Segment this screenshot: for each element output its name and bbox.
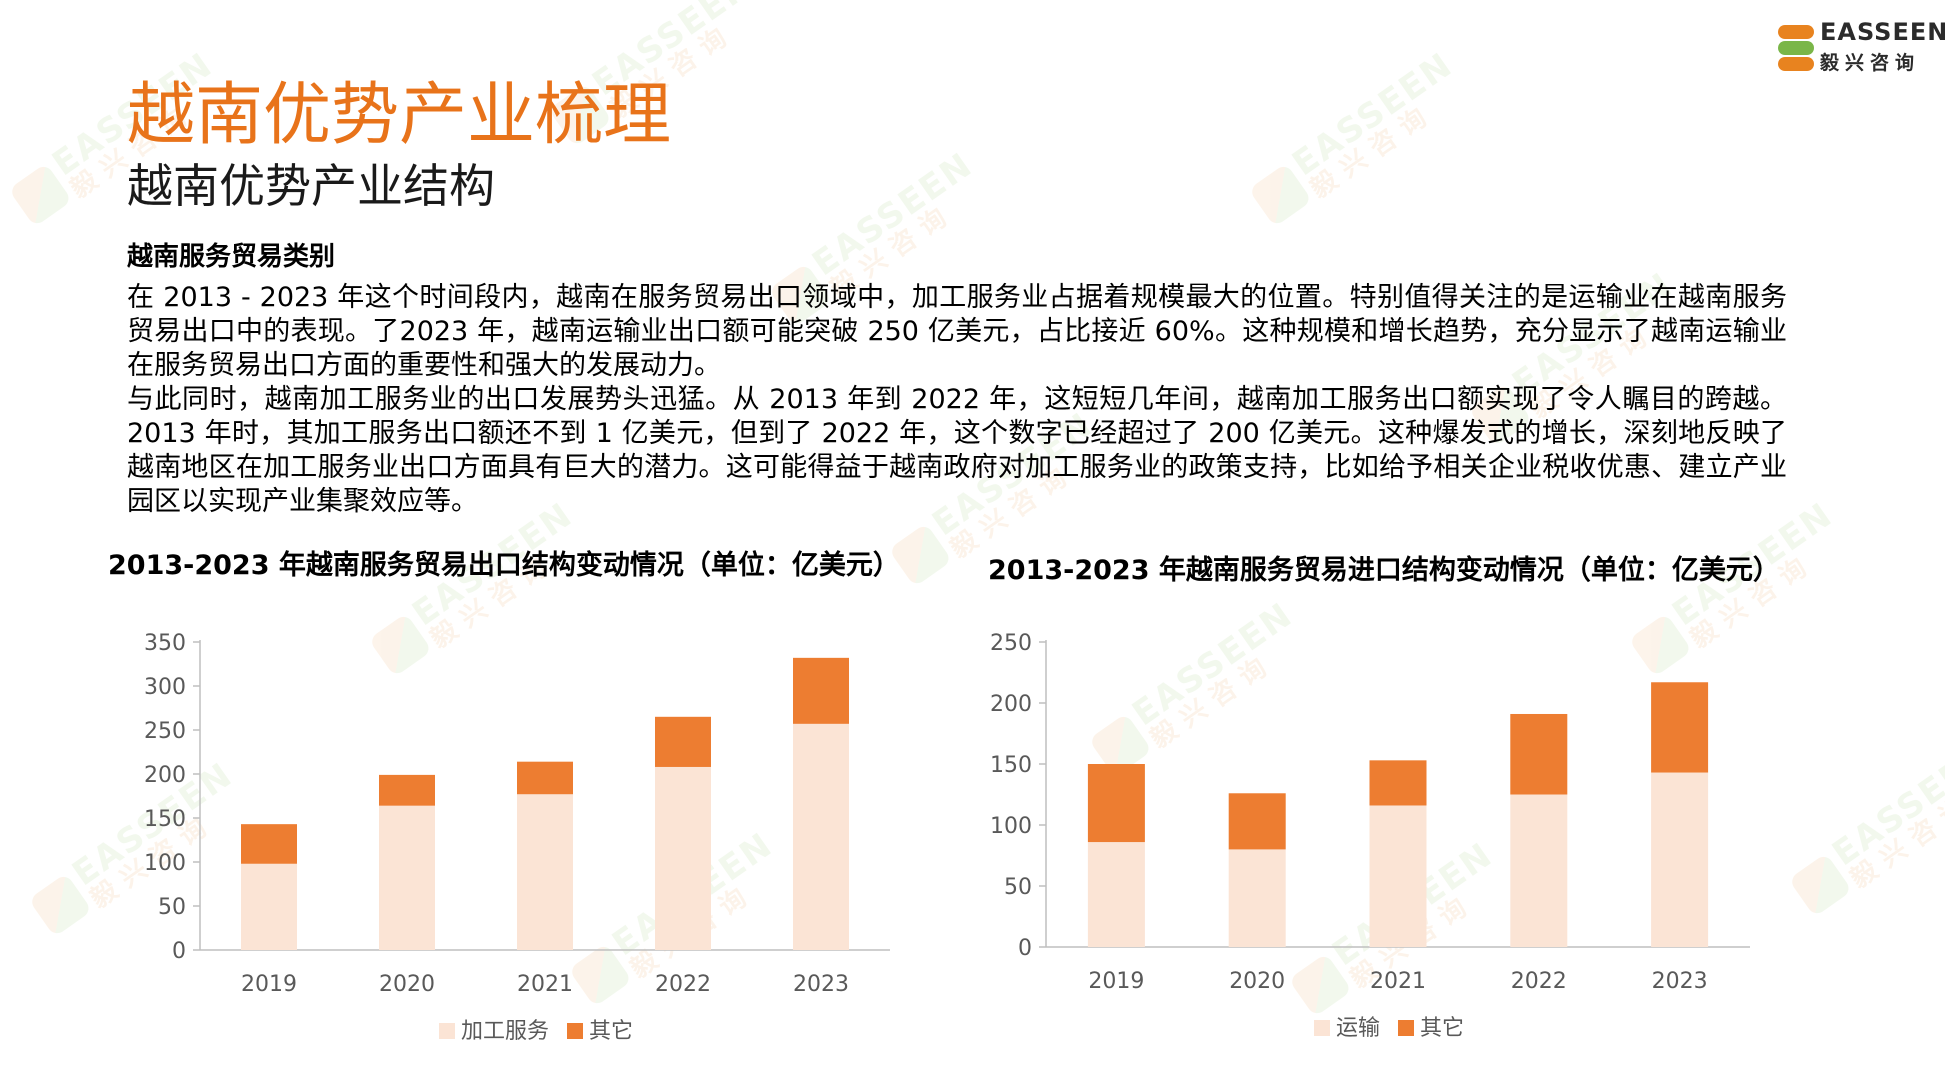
x-tick-label: 2020: [379, 972, 435, 997]
bar-segment: [241, 863, 297, 950]
y-tick-label: 100: [144, 851, 186, 876]
paragraph: 在 2013 - 2023 年这个时间段内，越南在服务贸易出口领域中，加工服务业…: [127, 282, 1787, 381]
legend-swatch: [1398, 1020, 1414, 1036]
export-structure-chart: 0 50 100 150 200 250 300 350 2019 2020 2021 2022 202…: [144, 631, 890, 1044]
y-tick-label: 250: [144, 719, 186, 744]
y-tick-label: 0: [172, 939, 186, 964]
y-tick-label: 50: [1004, 875, 1032, 900]
legend-swatch: [567, 1023, 583, 1039]
y-tick-label: 150: [990, 753, 1032, 778]
y-tick-label: 150: [144, 807, 186, 832]
y-tick-label: 200: [990, 692, 1032, 717]
bar-segment: [1651, 682, 1709, 773]
y-tick-label: 350: [144, 631, 186, 656]
y-tick-label: 100: [990, 814, 1032, 839]
x-tick-label: 2019: [241, 972, 297, 997]
bar-segment: [1651, 772, 1709, 947]
logo-text: EASSEEN: [1820, 18, 1945, 46]
bar-segment: [379, 805, 435, 950]
y-tick-label: 300: [144, 675, 186, 700]
bar-segment: [517, 794, 573, 950]
bar-segment: [1087, 764, 1145, 843]
logo-cn-text: 毅兴咨询: [1820, 52, 1921, 74]
page-subtitle: 越南优势产业结构: [127, 159, 495, 213]
bar-segment: [1510, 794, 1568, 947]
x-tick-label: 2020: [1229, 969, 1285, 994]
bar-segment: [1087, 842, 1145, 947]
x-tick-label: 2021: [517, 972, 573, 997]
legend-label: 运输: [1336, 1016, 1380, 1041]
bar-segment: [655, 716, 711, 767]
bar-segment: [379, 774, 435, 806]
bar-segment: [1228, 849, 1286, 947]
legend-swatch: [1314, 1020, 1330, 1036]
bar-segment: [1228, 793, 1286, 850]
bar-segment: [241, 824, 297, 864]
logo-mark-icon: [1778, 24, 1814, 71]
page-title: 越南优势产业梳理: [127, 76, 672, 155]
x-tick-label: 2023: [1652, 969, 1708, 994]
bar-segment: [793, 723, 849, 950]
body-text: 在 2013 - 2023 年这个时间段内，越南在服务贸易出口领域中，加工服务业…: [127, 281, 1787, 519]
x-tick-label: 2019: [1088, 969, 1144, 994]
y-tick-label: 50: [158, 895, 186, 920]
legend-label: 其它: [589, 1019, 633, 1044]
bar-segment: [1369, 805, 1427, 947]
x-tick-label: 2023: [793, 972, 849, 997]
y-tick-label: 200: [144, 763, 186, 788]
brand-logo: EASSEEN 毅兴咨询: [1778, 20, 1945, 75]
section-heading: 越南服务贸易类别: [127, 242, 336, 272]
y-tick-label: 250: [990, 631, 1032, 656]
x-tick-label: 2022: [655, 972, 711, 997]
bar-segment: [655, 766, 711, 950]
legend-label: 加工服务: [461, 1019, 549, 1044]
bar-segment: [793, 657, 849, 724]
y-tick-label: 0: [1018, 936, 1032, 961]
chart-title-export: 2013-2023 年越南服务贸易出口结构变动情况（单位：亿美元）: [108, 550, 900, 581]
paragraph: 与此同时，越南加工服务业的出口发展势头迅猛。从 2013 年到 2022 年，这…: [127, 384, 1787, 517]
x-tick-label: 2022: [1511, 969, 1567, 994]
bar-segment: [1369, 760, 1427, 806]
legend-label: 其它: [1420, 1016, 1464, 1041]
legend-swatch: [439, 1023, 455, 1039]
bar-segment: [1510, 713, 1568, 795]
bar-segment: [517, 761, 573, 795]
chart-title-import: 2013-2023 年越南服务贸易进口结构变动情况（单位：亿美元）: [988, 555, 1780, 586]
import-structure-chart: 0 50 100 150 200 250 2019 2020 2021 2022 2023 运输 其它: [990, 631, 1750, 1041]
x-tick-label: 2021: [1370, 969, 1426, 994]
